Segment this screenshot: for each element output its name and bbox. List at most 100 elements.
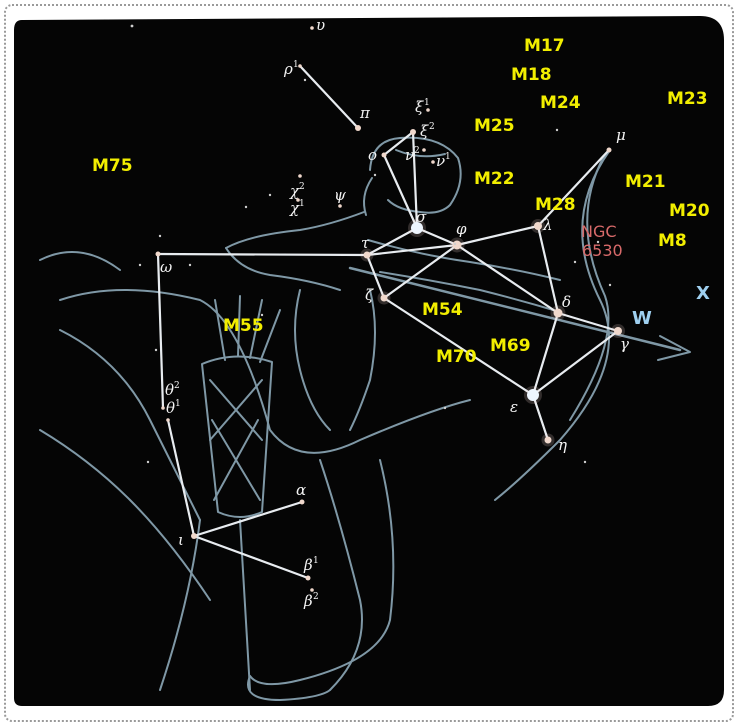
star-label: ξ: [415, 98, 424, 116]
star-label: ρ: [283, 60, 293, 78]
star-omicron: o: [368, 146, 387, 164]
star-label: χ: [289, 182, 300, 200]
star-tau: τ: [360, 234, 374, 262]
line-tau-zeta: [365, 253, 386, 300]
star-dot: [338, 204, 342, 208]
line-sigma-tau: [365, 226, 419, 257]
star-dot: [380, 294, 388, 302]
sky-background: [14, 16, 724, 706]
star-label-superscript: 2: [299, 182, 305, 192]
line-phi-lambda: [455, 224, 540, 247]
line-phi-delta: [455, 243, 560, 315]
label-m70: M70: [436, 347, 477, 367]
star-dot: [161, 406, 165, 410]
star-label: σ: [416, 208, 427, 226]
star-label: θ: [165, 381, 174, 399]
star-upsilon: υ: [310, 16, 325, 34]
centaur-figure-outline: [39, 136, 691, 701]
line-phi-zeta: [382, 243, 459, 300]
label-m8: M8: [658, 231, 687, 251]
line-xi2-omicron: [382, 130, 415, 157]
star-dot: [606, 147, 612, 153]
star-label: τ: [361, 234, 370, 252]
constellation-lines: [156, 64, 620, 580]
star-label: ν: [405, 146, 414, 164]
star-omega: ω: [155, 251, 172, 276]
star-label-superscript: 1: [293, 60, 299, 70]
star-label-superscript: 1: [175, 399, 181, 409]
background-stars: [130, 24, 612, 464]
star-iota: ι: [178, 531, 197, 549]
label-m18: M18: [511, 65, 552, 85]
star-label-superscript: 2: [429, 122, 435, 132]
star-mu: μ: [606, 126, 626, 153]
star-dot: [431, 160, 435, 164]
star-dot: [410, 129, 416, 135]
star-label-superscript: 2: [313, 592, 319, 602]
star-label: α: [296, 481, 306, 499]
star-dot: [310, 26, 314, 30]
label-m75: M75: [92, 156, 133, 176]
star-lambda: λ: [531, 216, 553, 234]
star-gamma: γ: [611, 324, 629, 353]
star-label-superscript: 2: [414, 146, 420, 156]
star-dot: [155, 251, 161, 257]
star-label-superscript: 1: [313, 556, 319, 566]
star-label: γ: [620, 335, 629, 353]
star-dot: [553, 308, 563, 318]
line-pi-rho1: [298, 64, 360, 130]
line-iota-beta1: [192, 534, 310, 580]
label-w: W: [632, 308, 652, 329]
label-m17: M17: [524, 36, 565, 56]
star-label-superscript: 2: [174, 381, 180, 391]
line-sigma-phi: [415, 226, 459, 247]
line-gamma-epsilon: [531, 329, 620, 397]
star-eta: η: [541, 433, 567, 454]
line-omicron-sigma: [382, 153, 419, 230]
star-dot: [363, 251, 371, 259]
line-tau-omega: [156, 252, 369, 257]
star-sigma: σ: [408, 208, 427, 237]
star-label: η: [558, 436, 567, 454]
messier-labels: M17 M18 M24 M23 M25 M75 M22 M21 M28 M20 …: [92, 36, 710, 367]
star-label: ω: [160, 258, 172, 276]
star-dot: [298, 174, 302, 178]
star-label: ξ: [420, 122, 429, 140]
label-m55: M55: [223, 316, 264, 336]
star-dot: [166, 418, 170, 422]
star-epsilon: ε: [510, 386, 542, 416]
star-dot: [298, 64, 302, 68]
label-m54: M54: [422, 300, 463, 320]
star-label: ψ: [334, 186, 346, 204]
star-psi: ψ: [334, 186, 346, 208]
star-label: ε: [510, 398, 518, 416]
line-delta-gamma: [556, 311, 620, 333]
image-frame: [4, 4, 734, 722]
star-dot: [614, 327, 622, 335]
star-delta: δ: [550, 293, 571, 321]
other-labels: NGC 6530 W X: [581, 222, 710, 329]
line-delta-epsilon: [531, 311, 560, 397]
label-m28: M28: [535, 195, 576, 215]
line-theta1-iota: [166, 418, 196, 538]
star-label: θ: [166, 399, 175, 417]
star-alpha: α: [296, 481, 306, 505]
star-label: λ: [542, 216, 553, 234]
star-phi: φ: [449, 220, 467, 253]
star-label: χ: [289, 199, 300, 217]
star-dot: [305, 575, 311, 581]
line-zeta-epsilon: [382, 296, 535, 397]
label-m20: M20: [669, 201, 710, 221]
star-label: δ: [562, 293, 571, 311]
star-dot: [355, 125, 361, 131]
line-tau-phi: [365, 243, 459, 257]
star-label-superscript: 1: [424, 98, 430, 108]
star-dot: [381, 152, 387, 158]
line-epsilon-eta: [531, 393, 550, 442]
